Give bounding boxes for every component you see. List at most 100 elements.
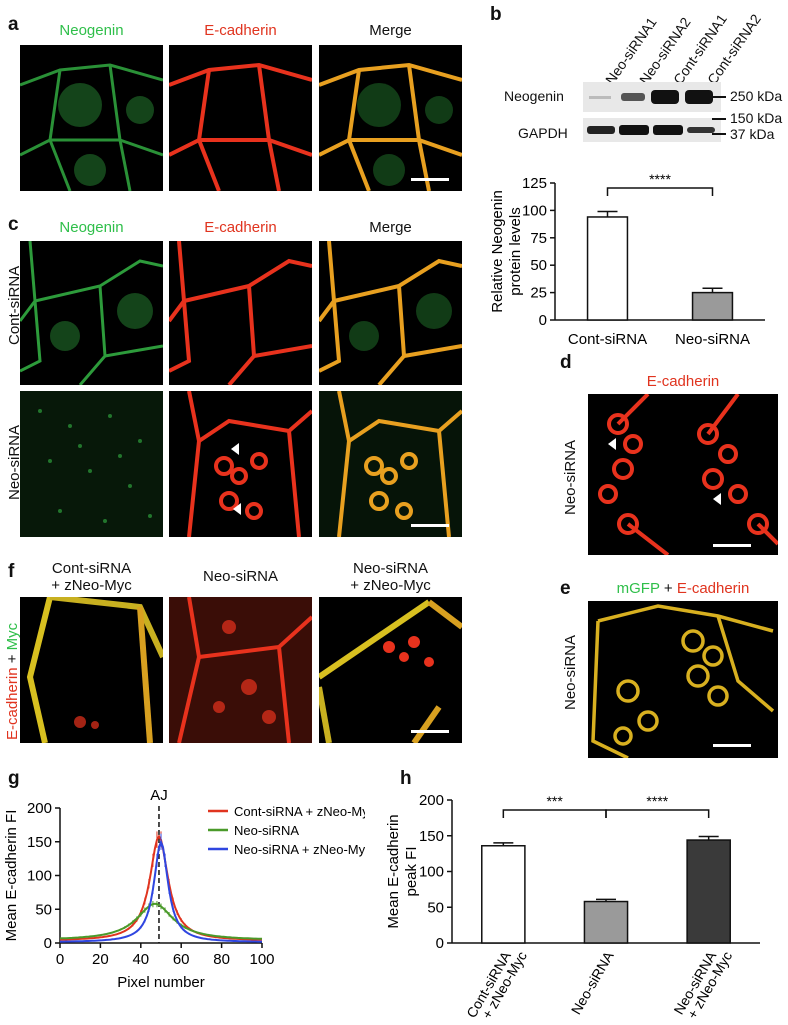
micrograph-c-cont-neogenin bbox=[20, 241, 163, 385]
x-axis-label: Pixel number bbox=[117, 974, 205, 991]
significance-stars: *** bbox=[546, 793, 563, 809]
panel-label-a: a bbox=[8, 14, 19, 35]
micrograph-c-neo-ecadherin bbox=[169, 391, 312, 537]
row-label-e-neo-sirna: Neo-siRNA bbox=[562, 634, 579, 710]
side-label-f-ecadherin: E-cadherin bbox=[4, 667, 21, 740]
y-axis-label: peak FI bbox=[403, 846, 420, 896]
x-tick-label: 20 bbox=[92, 951, 109, 968]
series-line bbox=[59, 902, 263, 940]
panel-label-e: e bbox=[560, 578, 571, 599]
panel-label-h: h bbox=[400, 768, 412, 789]
micrograph-a-neogenin bbox=[20, 45, 163, 191]
micrograph-c-cont-ecadherin bbox=[169, 241, 312, 385]
header-f-1: Cont-siRNA + zNeo-Myc bbox=[20, 560, 163, 594]
y-tick-label: 200 bbox=[27, 800, 52, 817]
header-a-neogenin: Neogenin bbox=[59, 22, 124, 39]
scale-bar bbox=[713, 744, 751, 747]
header-f-1-line1: Cont-siRNA bbox=[51, 560, 132, 577]
x-tick-label: 80 bbox=[213, 951, 230, 968]
y-tick-label: 25 bbox=[530, 285, 547, 302]
y-tick-label: 0 bbox=[44, 935, 52, 952]
side-label-f-myc: Myc bbox=[4, 622, 21, 651]
series-line bbox=[59, 834, 263, 941]
x-tick-label: Neo-siRNA bbox=[568, 948, 617, 1017]
micrograph-f-cont-zneo bbox=[20, 597, 163, 743]
legend-label: Neo-siRNA + zNeo-Myc bbox=[234, 842, 365, 857]
blot-row-gapdh: GAPDH bbox=[518, 125, 568, 141]
header-c-ecadherin: E-cadherin bbox=[204, 219, 277, 236]
bar bbox=[586, 216, 629, 321]
bar bbox=[583, 900, 629, 944]
x-tick-label: 100 bbox=[249, 951, 274, 968]
panel-label-f: f bbox=[8, 561, 15, 582]
chart-b-protein-levels: 0 25 50 75 100 125 Cont-siRNA Neo-siRNA **** Rela… bbox=[489, 171, 765, 348]
header-a-merge: Merge bbox=[369, 22, 412, 39]
y-tick-label: 75 bbox=[530, 230, 547, 247]
y-tick-label: 125 bbox=[522, 175, 547, 192]
y-tick-label: 150 bbox=[419, 828, 444, 845]
header-d-ecadherin: E-cadherin bbox=[646, 373, 720, 390]
significance-stars: **** bbox=[649, 171, 671, 187]
y-axis-label: Mean E-cadherin bbox=[385, 814, 402, 928]
micrograph-c-cont-merge bbox=[319, 241, 462, 385]
y-tick-label: 150 bbox=[27, 834, 52, 851]
y-tick-label: 200 bbox=[419, 792, 444, 809]
western-blot-gapdh bbox=[583, 118, 721, 142]
marker-37kda: 37 kDa bbox=[730, 126, 775, 142]
marker-150kda: 150 kDa bbox=[730, 110, 783, 126]
scale-bar bbox=[411, 730, 449, 733]
y-tick-label: 50 bbox=[530, 257, 547, 274]
blot-row-neogenin: Neogenin bbox=[504, 88, 564, 104]
arrowhead-icon bbox=[231, 443, 239, 455]
micrograph-d-ecadherin bbox=[588, 394, 778, 555]
significance-bracket bbox=[502, 809, 607, 818]
aj-annotation: AJ bbox=[150, 787, 168, 804]
y-axis-label: Relative Neogenin bbox=[489, 190, 506, 313]
y-tick-label: 0 bbox=[539, 312, 547, 329]
x-tick-label: 0 bbox=[56, 951, 64, 968]
x-tick-label: Neo-siRNA bbox=[675, 331, 750, 348]
marker-tick-37 bbox=[712, 133, 726, 135]
western-blot-neogenin bbox=[583, 82, 721, 112]
header-f-3-line1: Neo-siRNA bbox=[352, 560, 428, 577]
chart-g-line-profile: 0 50 100 150 200 0 20 40 60 80 100 Pixel number Mean… bbox=[3, 787, 365, 991]
header-e-ecadherin: E-cadherin bbox=[676, 580, 750, 597]
micrograph-a-merge bbox=[319, 45, 462, 191]
scale-bar bbox=[713, 544, 751, 547]
micrograph-a-ecadherin bbox=[169, 45, 312, 191]
series-line bbox=[60, 838, 262, 943]
bar bbox=[686, 839, 731, 944]
header-a-ecadherin: E-cadherin bbox=[204, 22, 277, 39]
arrowhead-icon bbox=[233, 503, 241, 515]
significance-bracket bbox=[605, 809, 710, 818]
micrograph-c-neo-neogenin bbox=[20, 391, 163, 537]
bar bbox=[691, 291, 734, 321]
y-tick-label: 50 bbox=[35, 901, 52, 918]
panel-label-g: g bbox=[8, 768, 20, 789]
scale-bar bbox=[411, 178, 449, 181]
header-e-mgfp: mGFP bbox=[616, 580, 660, 597]
y-tick-label: 100 bbox=[522, 202, 547, 219]
significance-bracket bbox=[606, 187, 714, 196]
row-label-d-neo-sirna: Neo-siRNA bbox=[562, 439, 579, 515]
micrograph-e-merge bbox=[588, 601, 778, 758]
y-tick-label: 100 bbox=[27, 868, 52, 885]
micrograph-f-neo-zneo bbox=[319, 597, 462, 743]
arrowhead-icon bbox=[608, 438, 616, 450]
panel-label-d: d bbox=[560, 352, 572, 373]
x-tick-label: 40 bbox=[132, 951, 149, 968]
header-f-1-line2: + zNeo-Myc bbox=[51, 577, 132, 594]
header-e: mGFP + E-cadherin bbox=[588, 580, 778, 597]
y-axis-label: Mean E-cadherin FI bbox=[3, 810, 20, 942]
scale-bar bbox=[411, 524, 449, 527]
arrowhead-icon bbox=[713, 493, 721, 505]
y-tick-label: 50 bbox=[427, 899, 444, 916]
marker-250kda: 250 kDa bbox=[730, 88, 783, 104]
header-f-3-line2: + zNeo-Myc bbox=[350, 577, 431, 594]
marker-tick-150 bbox=[712, 118, 726, 120]
y-axis-label: protein levels bbox=[507, 207, 524, 295]
marker-tick-250 bbox=[712, 96, 726, 98]
side-label-f: E-cadherin + Myc bbox=[4, 623, 21, 740]
x-tick-label: 60 bbox=[173, 951, 190, 968]
